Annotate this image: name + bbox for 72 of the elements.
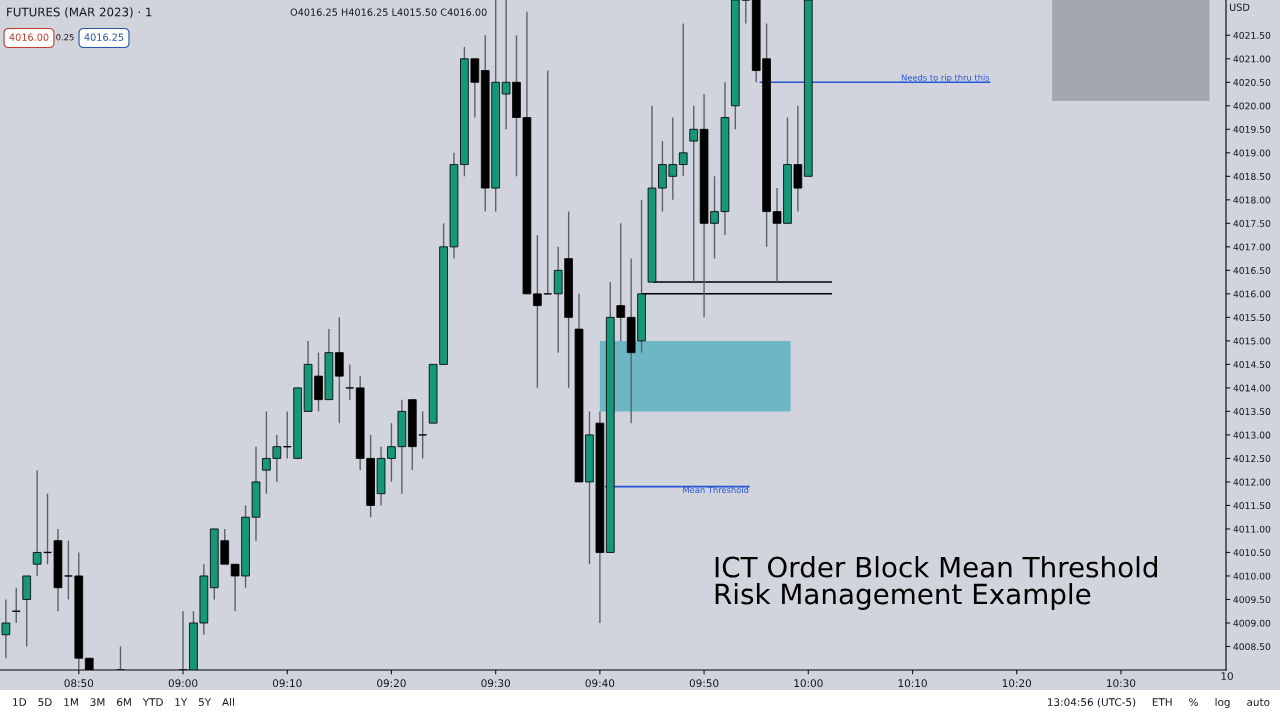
x-tick-label: 09:00: [168, 679, 198, 688]
text: YTD: [142, 698, 163, 706]
y-tick-label: 4011.00: [1233, 525, 1271, 533]
text: 1Y: [175, 698, 188, 706]
y-tick-label: 4012.00: [1233, 478, 1271, 486]
y-tick-label: 4020.00: [1233, 102, 1271, 110]
annotation: ICT Order Block Mean Threshold Risk Management Example: [715, 556, 1157, 610]
y-tick-label: 4010.00: [1233, 572, 1271, 580]
text: auto: [1247, 698, 1270, 707]
y-tick-label: 4018.00: [1233, 196, 1271, 204]
y-tick-label: 4012.50: [1233, 455, 1271, 463]
y-tick-label: 4018.50: [1233, 173, 1271, 180]
series-label: Mean Threshold: [683, 486, 749, 494]
series-label: Needs to rip thru this: [901, 74, 990, 83]
candlestick: [543, 69, 553, 295]
y-tick-label: 4016.00: [1233, 290, 1271, 298]
y-tick-label: 4014.00: [1233, 384, 1271, 392]
text: 13:04:56 (UTC-5): [1048, 697, 1136, 708]
text: 5Y: [198, 698, 212, 707]
y-tick-label: 4008.50: [1233, 643, 1271, 651]
annotation: 0.25: [56, 34, 74, 41]
y-tick-label: 4019.00: [1233, 149, 1271, 157]
y-tick-label: 4017.00: [1233, 243, 1271, 251]
x-tick-label: 10:10: [898, 679, 927, 688]
y-tick-label: 4011.50: [1233, 502, 1271, 510]
candlestick: [533, 234, 542, 389]
text: log: [1215, 697, 1230, 709]
candlestick: [32, 469, 42, 577]
annotation: 4016.25: [84, 33, 124, 41]
annotation: O4016.25 H4016.25 L4015.50 C4016.00: [290, 8, 487, 16]
y-tick-label: 4013.00: [1233, 431, 1271, 439]
x-tick-label: 08:50: [64, 679, 94, 688]
text: ETH: [1152, 698, 1172, 706]
text: 10: [1221, 672, 1233, 681]
text: 6M: [116, 698, 131, 707]
y-tick-label: 4013.50: [1233, 408, 1271, 416]
x-tick-label: 09:40: [585, 679, 615, 688]
text: 5D: [38, 698, 52, 707]
annotation: 4016.00: [9, 33, 49, 41]
text: 1D: [13, 698, 27, 706]
y-tick-label: 4014.50: [1233, 361, 1271, 368]
y-tick-label: 4017.50: [1233, 220, 1271, 227]
candlestick: [741, 0, 751, 25]
candlestick: [22, 575, 32, 648]
y-tick-label: 4009.00: [1233, 619, 1271, 627]
y-tick-label: 4019.50: [1233, 125, 1271, 133]
y-tick-label: 4021.00: [1233, 55, 1271, 63]
x-tick-label: 09:50: [689, 679, 719, 688]
x-tick-label: 10:30: [1107, 679, 1136, 688]
y-tick-label: 4010.50: [1233, 549, 1271, 557]
y-tick-label: 4015.50: [1233, 314, 1271, 321]
y-tick-label: 4020.50: [1233, 78, 1271, 86]
text: All: [222, 697, 234, 706]
y-tick-label: 4009.50: [1233, 596, 1271, 604]
x-tick-label: 09:10: [272, 679, 302, 688]
x-tick-label: 10:00: [794, 679, 823, 688]
candlestick: [345, 363, 355, 401]
candlestick: [335, 316, 344, 424]
candlestick: [1, 598, 11, 659]
text: %: [1189, 698, 1198, 707]
text: 1M: [64, 698, 78, 706]
candlestick: [418, 410, 428, 460]
text: FUTURES (MAR 2023) · 1: [7, 7, 152, 18]
x-tick-label: 10:20: [1002, 679, 1032, 688]
text: 3M: [90, 698, 105, 707]
y-tick-label: 4021.50: [1233, 31, 1271, 39]
y-tick-label: 4015.00: [1233, 337, 1271, 345]
x-tick-label: 09:30: [481, 679, 510, 688]
y-axis-title: USD: [1229, 3, 1250, 11]
candlestick: [678, 22, 688, 178]
y-tick-label: 4016.50: [1233, 267, 1271, 274]
x-tick-label: 09:20: [377, 679, 406, 688]
